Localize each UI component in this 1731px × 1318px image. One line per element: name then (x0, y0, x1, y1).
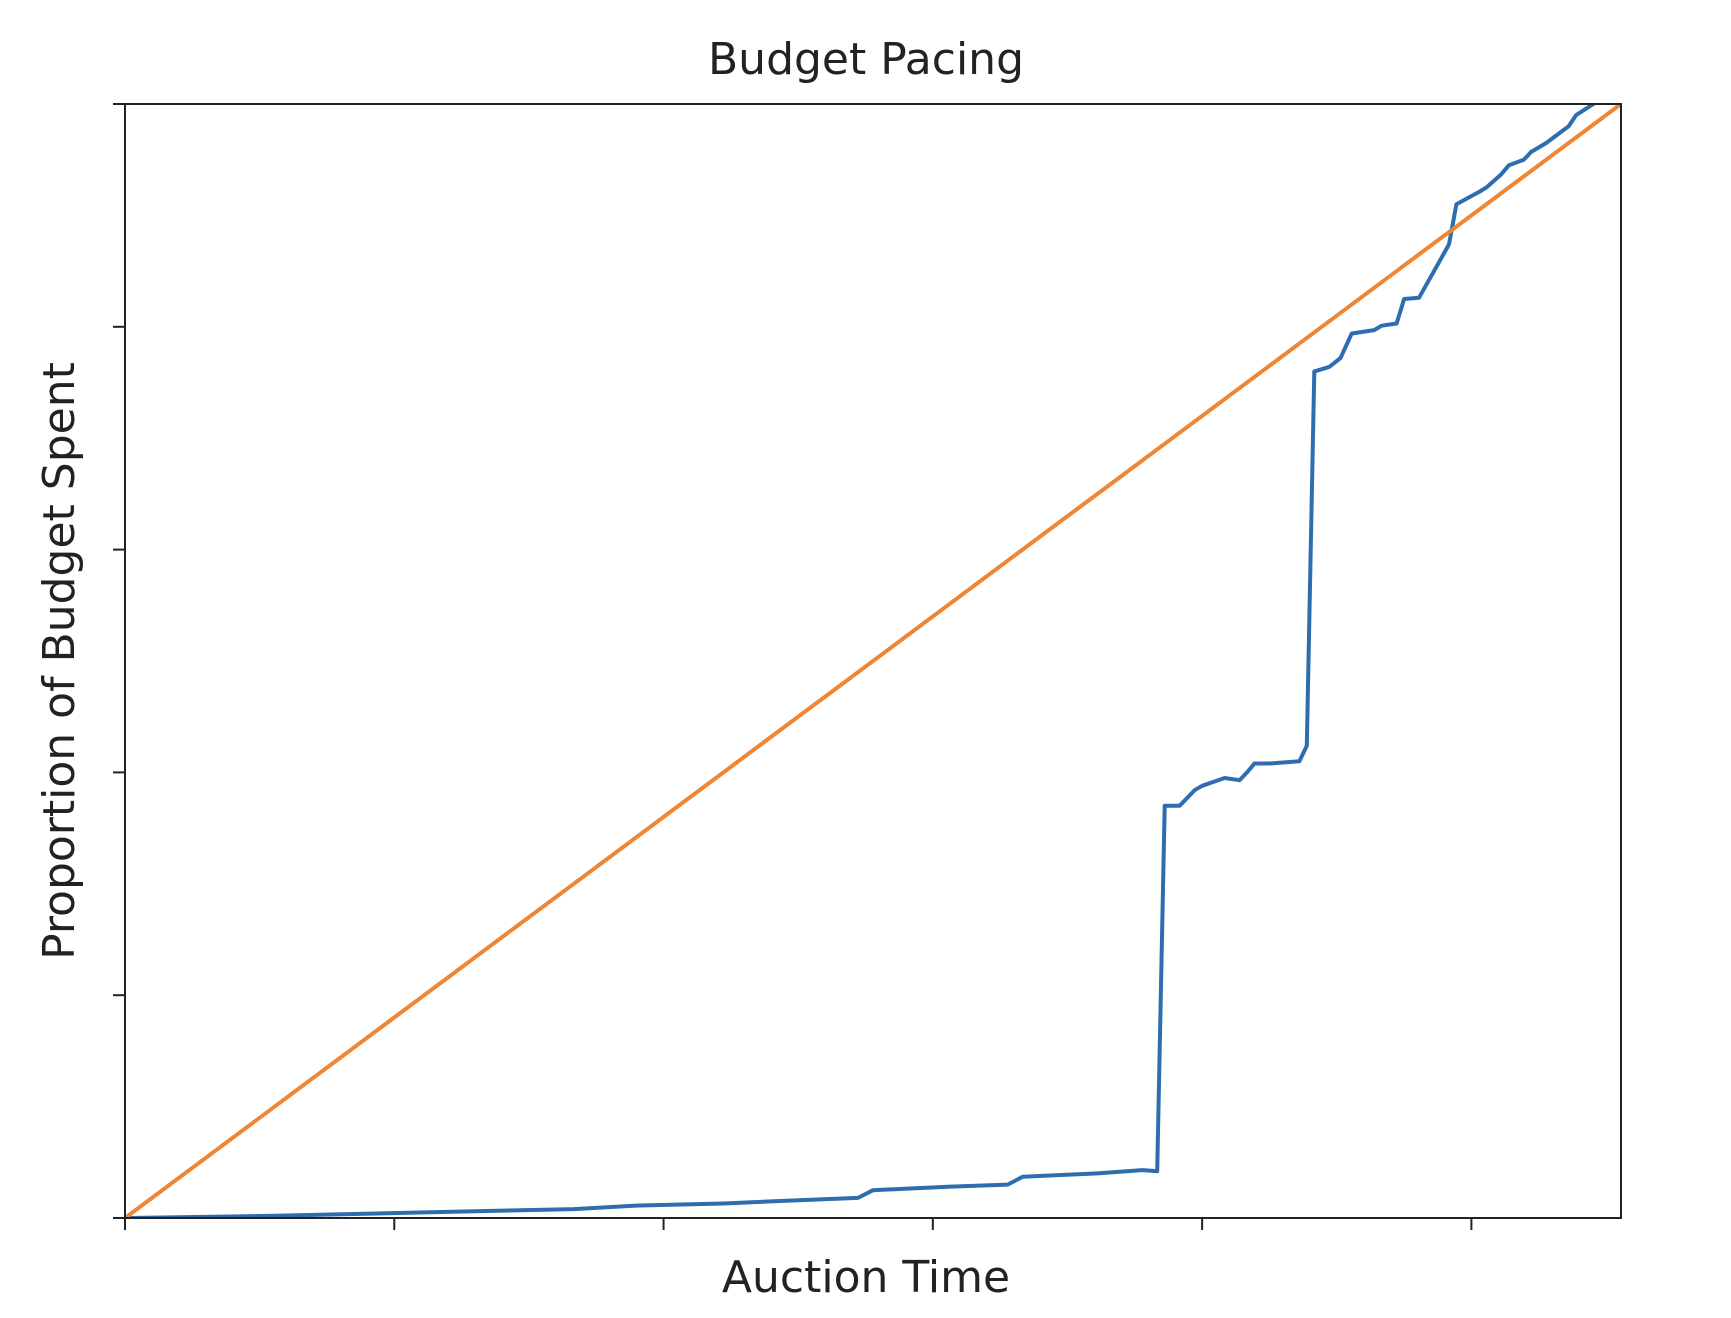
series-line-1 (125, 104, 1598, 1218)
plot-area (125, 104, 1621, 1218)
plot-frame (124, 103, 1622, 1219)
x-axis-ticks (124, 1218, 1473, 1230)
series-line-2 (125, 104, 1621, 1218)
chart-title: Budget Pacing (708, 34, 1024, 85)
y-axis-ticks (113, 103, 125, 1219)
y-axis-label: Proportion of Budget Spent (34, 362, 85, 960)
x-axis-label: Auction Time (722, 1252, 1010, 1303)
